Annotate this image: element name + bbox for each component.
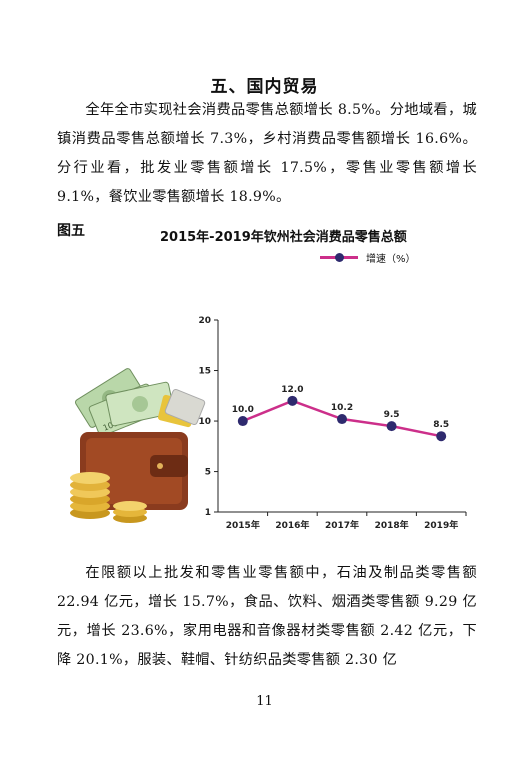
data-label: 8.5 xyxy=(433,420,449,430)
chart-title: 2015年-2019年钦州社会消费品零售总额 xyxy=(160,230,407,245)
x-tick-label: 2017年 xyxy=(325,519,359,531)
data-label: 10.2 xyxy=(331,403,353,413)
data-point xyxy=(436,431,447,442)
data-point xyxy=(237,416,248,427)
y-tick-label: 5 xyxy=(205,468,211,478)
data-point xyxy=(337,414,347,425)
data-label: 12.0 xyxy=(281,385,303,395)
x-axis-ticks: 2015年 2016年 2017年 2018年 2019年 xyxy=(226,512,467,531)
coin-stack-right xyxy=(113,501,147,523)
coin-stack-left xyxy=(70,472,110,519)
x-tick-label: 2018年 xyxy=(375,519,409,531)
x-tick-label: 2016年 xyxy=(275,519,309,531)
wallet-button xyxy=(157,463,163,469)
legend-marker-swatch xyxy=(335,253,344,262)
data-label: 9.5 xyxy=(384,410,400,420)
data-point xyxy=(386,421,397,432)
series-points xyxy=(237,395,447,442)
y-tick-label: 10 xyxy=(198,417,211,427)
chart-legend: 增速（%） xyxy=(320,250,416,265)
legend-line-swatch xyxy=(320,253,358,262)
wallet-clasp xyxy=(150,455,188,477)
y-tick-label: 20 xyxy=(198,316,211,326)
paragraph-category-sales: 在限额以上批发和零售业零售额中，石油及制品类零售额 22.94 亿元，增长 15… xyxy=(57,565,477,668)
figure-label: 图五 xyxy=(57,223,85,239)
y-tick-label: 1 xyxy=(205,508,211,518)
wallet-illustration: 100 100 xyxy=(70,368,206,523)
page-number: 11 xyxy=(256,694,273,709)
data-labels: 10.0 12.0 10.2 9.5 8.5 xyxy=(232,385,449,430)
legend-label: 增速（%） xyxy=(366,254,416,265)
paragraph-retail-overview: 全年全市实现社会消费品零售总额增长 8.5%。分地域看，城镇消费品零售总额增长 … xyxy=(57,102,477,205)
x-tick-label: 2015年 xyxy=(226,519,260,531)
y-tick-label: 15 xyxy=(198,367,211,377)
card-silver xyxy=(164,388,206,426)
data-label: 10.0 xyxy=(232,405,254,415)
data-point xyxy=(287,395,298,406)
x-tick-label: 2019年 xyxy=(424,519,458,531)
section-heading: 五、国内贸易 xyxy=(210,77,319,97)
wallet-front xyxy=(86,438,182,504)
